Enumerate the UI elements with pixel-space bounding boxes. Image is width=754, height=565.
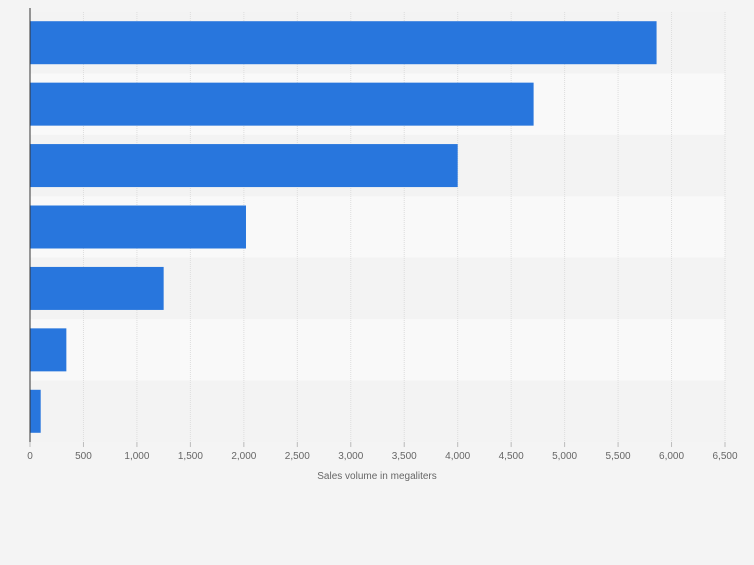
x-tick-label: 2,500 (285, 451, 310, 462)
row-band (30, 380, 725, 442)
x-tick-label: 2,000 (231, 451, 256, 462)
x-tick-label: 5,500 (606, 451, 631, 462)
bar[interactable] (30, 82, 534, 126)
bars (30, 21, 657, 433)
bar[interactable] (30, 205, 246, 249)
x-tick-label: 6,500 (712, 451, 737, 462)
x-tick-label: 6,000 (659, 451, 684, 462)
x-tick-label: 4,500 (499, 451, 524, 462)
x-tick-label: 5,000 (552, 451, 577, 462)
x-tick-label: 0 (27, 451, 33, 462)
x-tick-label: 3,500 (392, 451, 417, 462)
x-tick-label: 3,000 (338, 451, 363, 462)
bar[interactable] (30, 389, 41, 433)
row-band (30, 319, 725, 381)
x-tick-label: 4,000 (445, 451, 470, 462)
x-tick-label: 1,000 (124, 451, 149, 462)
bar[interactable] (30, 266, 164, 310)
bar[interactable] (30, 21, 657, 65)
x-tick-label: 1,500 (178, 451, 203, 462)
x-tick-label: 500 (75, 451, 92, 462)
bar[interactable] (30, 144, 458, 188)
bar[interactable] (30, 328, 67, 372)
x-tick-labels: 0 500 1,000 1,500 2,000 2,500 3,000 3,500 4,000 4… (27, 442, 738, 462)
x-axis-label: Sales volume in megaliters (317, 471, 437, 482)
